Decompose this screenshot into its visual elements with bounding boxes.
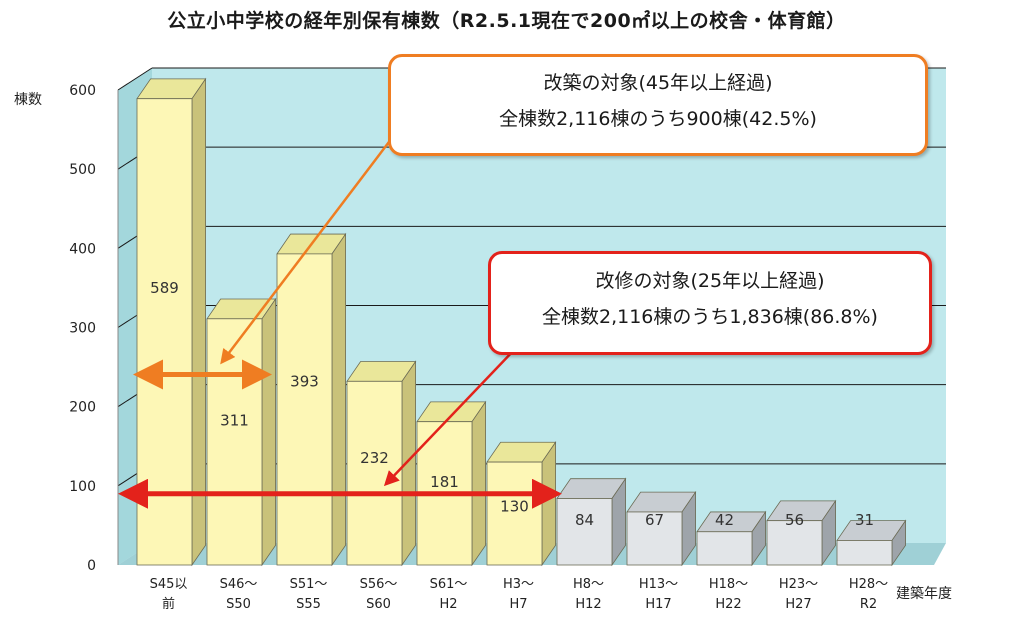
bar [836, 540, 893, 566]
x-tick-label: 前 [162, 596, 175, 612]
repair-pointer-arrow [383, 347, 517, 487]
bar [206, 318, 263, 566]
gridline-side [117, 67, 153, 91]
bar [766, 520, 823, 566]
bar-value-label: 589 [150, 279, 179, 297]
y-tick-label: 100 [69, 479, 96, 495]
x-tick-label: H17 [645, 597, 671, 612]
y-tick-label: 0 [87, 558, 96, 574]
x-tick-label: H2 [439, 597, 457, 612]
y-tick-label: 200 [69, 400, 96, 416]
repair-callout: 改修の対象(25年以上経過) 全棟数2,116棟のうち1,836棟(86.8%) [488, 251, 932, 355]
x-tick-label: R2 [860, 597, 877, 612]
x-tick-label: S55 [296, 597, 321, 612]
bar-side [471, 400, 487, 567]
bar-value-label: 232 [360, 449, 389, 467]
bar-9: 56 [766, 499, 837, 567]
x-tick-label: S60 [366, 597, 391, 612]
bar [626, 511, 683, 566]
x-tick-label: S46～ [220, 577, 258, 592]
chart-annotations [118, 137, 562, 509]
x-tick-label: S50 [226, 597, 251, 612]
bar-value-label: 42 [715, 511, 734, 529]
x-tick-label: S61～ [430, 577, 468, 592]
bar-2: 393 [276, 232, 347, 567]
bar-1: 311 [206, 297, 277, 567]
bar-4: 181 [416, 400, 487, 567]
bar [276, 253, 333, 566]
rebuild-callout: 改築の対象(45年以上経過) 全棟数2,116棟のうち900棟(42.5%) [388, 54, 928, 156]
bar [346, 380, 403, 566]
bar-7: 67 [626, 490, 697, 567]
x-axis-label: 建築年度 [896, 586, 952, 602]
x-tick-label: H27 [785, 597, 811, 612]
bar-5: 130 [486, 440, 557, 567]
bar-value-label: 181 [430, 473, 459, 491]
bar [696, 531, 753, 566]
y-axis-label: 棟数 [14, 92, 42, 108]
bar [556, 498, 613, 566]
x-tick-label: S45以 [150, 577, 188, 592]
y-tick-label: 400 [69, 241, 96, 257]
x-tick-label: H3～ [503, 577, 534, 592]
bar-value-label: 393 [290, 372, 319, 390]
repair-callout-line1: 改修の対象(25年以上経過) [595, 270, 825, 292]
y-tick-label: 600 [69, 83, 96, 99]
bar-value-label: 311 [220, 411, 249, 429]
x-tick-label: H8～ [573, 577, 604, 592]
bar-value-label: 31 [855, 511, 874, 529]
x-tick-label: H22 [715, 597, 741, 612]
y-tick-label: 500 [69, 162, 96, 178]
x-tick-label: H7 [509, 597, 527, 612]
bar-value-label: 130 [500, 497, 529, 515]
bar-value-label: 67 [645, 511, 664, 529]
rebuild-callout-line1: 改築の対象(45年以上経過) [543, 72, 773, 94]
chart-title: 公立小中学校の経年別保有棟数（R2.5.1現在で200㎡以上の校舎・体育館） [167, 10, 846, 32]
x-tick-label: H18～ [709, 577, 748, 592]
x-tick-label: H28～ [849, 577, 888, 592]
bar-3: 232 [346, 360, 417, 567]
bar-side [331, 232, 347, 567]
bar-value-label: 84 [575, 511, 594, 529]
x-tick-label: H23～ [779, 577, 818, 592]
rebuild-pointer-arrow [220, 137, 393, 365]
bar-6: 84 [556, 477, 627, 567]
x-tick-label: S51～ [290, 577, 328, 592]
x-tick-label: S56～ [360, 577, 398, 592]
y-tick-label: 300 [69, 321, 96, 337]
x-tick-label: H12 [575, 597, 601, 612]
repair-callout-line2: 全棟数2,116棟のうち1,836棟(86.8%) [542, 306, 878, 328]
bar-value-label: 56 [785, 511, 804, 529]
bar-side [541, 440, 556, 567]
rebuild-callout-line2: 全棟数2,116棟のうち900棟(42.5%) [499, 108, 817, 130]
bar-side [261, 297, 277, 567]
bar-8: 42 [696, 510, 767, 567]
bar-side [401, 360, 417, 567]
bar-10: 31 [836, 511, 907, 567]
x-tick-label: H13～ [639, 577, 678, 592]
